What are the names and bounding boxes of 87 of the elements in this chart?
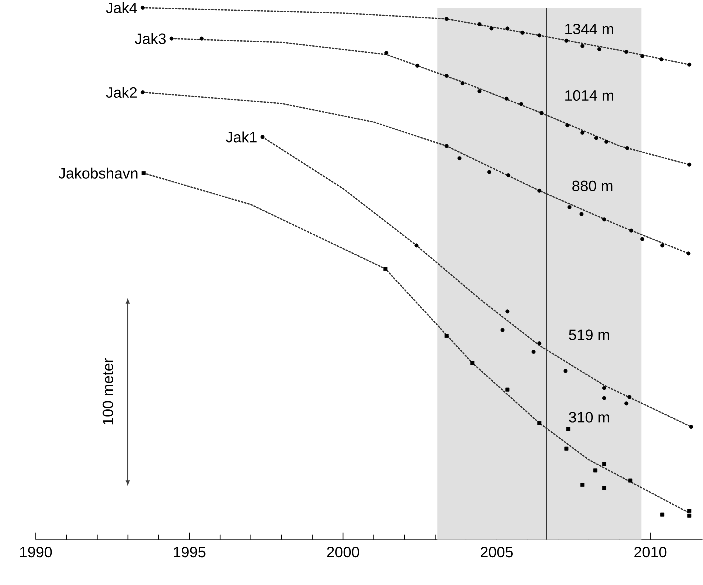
point: [626, 146, 630, 150]
point: [444, 334, 449, 338]
point: [580, 44, 585, 48]
point: [478, 22, 482, 27]
point: [628, 395, 632, 400]
point: [458, 156, 462, 161]
point: [580, 131, 585, 136]
point: [628, 478, 633, 483]
point: [520, 31, 525, 36]
annotation: 880 m: [572, 180, 613, 192]
point: [506, 174, 511, 178]
point: [660, 512, 665, 517]
point: [538, 421, 542, 426]
point: [640, 54, 645, 58]
point: [602, 462, 606, 466]
point: [689, 425, 694, 430]
point: [142, 171, 146, 176]
point: [384, 267, 388, 272]
point: [564, 369, 568, 374]
point: [602, 386, 606, 390]
point: [444, 144, 449, 148]
point: [624, 50, 629, 54]
annotation: 1014 m: [566, 90, 614, 102]
series-label: Jak4: [106, 2, 138, 14]
point: [444, 17, 449, 22]
point: [540, 111, 544, 116]
point: [688, 514, 692, 518]
point: [538, 342, 542, 346]
point: [566, 124, 570, 128]
point: [640, 237, 645, 242]
point: [602, 486, 606, 490]
point: [566, 427, 571, 432]
point: [490, 26, 494, 31]
point: [624, 402, 629, 406]
point: [478, 90, 482, 94]
point: [470, 361, 475, 366]
point: [602, 396, 606, 400]
point: [488, 170, 492, 174]
point: [460, 82, 465, 86]
point: [564, 446, 569, 451]
point: [598, 48, 602, 52]
point: [506, 26, 510, 31]
point: [538, 34, 542, 38]
x-tick-label: 1990: [20, 547, 52, 558]
series-label: Jak2: [106, 87, 137, 98]
point: [414, 244, 419, 248]
point: [504, 97, 509, 102]
point: [564, 39, 569, 44]
point: [602, 218, 606, 222]
point: [444, 74, 449, 78]
point: [416, 64, 420, 68]
point: [140, 90, 145, 95]
point: [260, 135, 265, 140]
point: [604, 140, 609, 144]
x-tick-label: 2010: [634, 547, 667, 558]
annotation: 100 meter: [102, 358, 114, 425]
series-label: Jak3: [135, 33, 166, 44]
point: [686, 252, 691, 256]
annotation: 519 m: [569, 330, 610, 340]
x-tick-label: 2000: [327, 547, 360, 558]
point: [538, 189, 542, 194]
point: [200, 36, 204, 41]
series-label: Jak1: [226, 132, 257, 143]
point: [500, 328, 505, 332]
point: [660, 58, 664, 62]
point: [580, 483, 585, 488]
annotation: 1344 m: [566, 24, 614, 35]
point: [506, 388, 510, 392]
point: [660, 244, 665, 248]
point: [594, 468, 598, 473]
series-label: Jakobshavn: [58, 168, 138, 179]
point: [506, 310, 510, 314]
x-tick-label: 1995: [174, 547, 206, 558]
x-tick-label: 2005: [480, 547, 513, 558]
annotation: 310 m: [569, 412, 610, 423]
point: [568, 206, 572, 210]
point: [140, 6, 145, 10]
point: [688, 509, 692, 514]
point: [688, 62, 692, 67]
point: [170, 36, 174, 41]
point: [630, 228, 634, 233]
point: [532, 350, 536, 354]
point: [688, 162, 692, 167]
point: [580, 212, 584, 216]
point: [384, 51, 389, 56]
point: [594, 136, 598, 140]
point: [520, 102, 524, 106]
